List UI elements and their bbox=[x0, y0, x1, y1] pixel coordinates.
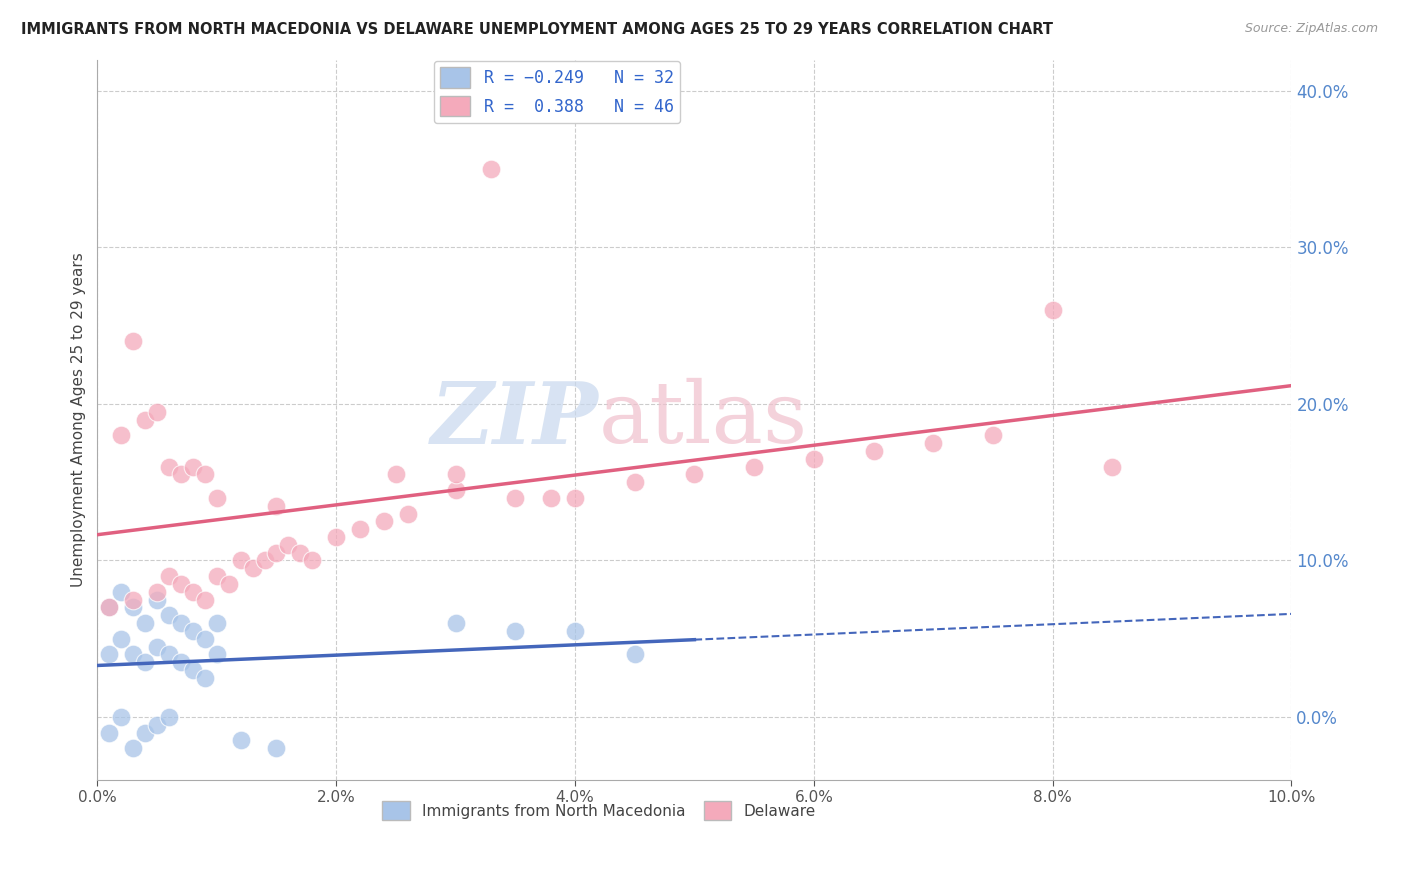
Point bbox=[229, 553, 252, 567]
Point bbox=[540, 491, 562, 505]
Point bbox=[1042, 303, 1064, 318]
Point bbox=[157, 648, 180, 662]
Point bbox=[623, 648, 645, 662]
Point bbox=[266, 499, 288, 513]
Point bbox=[194, 632, 217, 646]
Point bbox=[373, 514, 395, 528]
Point bbox=[623, 475, 645, 490]
Point bbox=[205, 491, 228, 505]
Y-axis label: Unemployment Among Ages 25 to 29 years: Unemployment Among Ages 25 to 29 years bbox=[72, 252, 86, 587]
Point bbox=[146, 592, 169, 607]
Point bbox=[205, 648, 228, 662]
Point bbox=[862, 444, 884, 458]
Point bbox=[157, 608, 180, 623]
Point bbox=[122, 334, 145, 349]
Point bbox=[396, 507, 419, 521]
Point bbox=[146, 640, 169, 654]
Point bbox=[122, 741, 145, 756]
Point bbox=[194, 671, 217, 685]
Point bbox=[266, 546, 288, 560]
Point bbox=[122, 592, 145, 607]
Point bbox=[146, 718, 169, 732]
Text: ZIP: ZIP bbox=[432, 378, 599, 461]
Point bbox=[134, 412, 156, 426]
Point bbox=[194, 592, 217, 607]
Point bbox=[564, 491, 586, 505]
Point bbox=[349, 522, 371, 536]
Point bbox=[157, 459, 180, 474]
Legend: Immigrants from North Macedonia, Delaware: Immigrants from North Macedonia, Delawar… bbox=[375, 795, 821, 826]
Point bbox=[110, 632, 132, 646]
Point bbox=[242, 561, 264, 575]
Point bbox=[170, 467, 193, 482]
Point bbox=[683, 467, 706, 482]
Point bbox=[181, 663, 204, 677]
Point bbox=[444, 616, 467, 631]
Text: atlas: atlas bbox=[599, 378, 808, 461]
Point bbox=[253, 553, 276, 567]
Point bbox=[98, 725, 121, 739]
Point bbox=[98, 648, 121, 662]
Point bbox=[194, 467, 217, 482]
Point bbox=[444, 467, 467, 482]
Point bbox=[157, 569, 180, 583]
Point bbox=[205, 569, 228, 583]
Point bbox=[110, 584, 132, 599]
Point bbox=[134, 616, 156, 631]
Point bbox=[1101, 459, 1123, 474]
Point bbox=[134, 725, 156, 739]
Point bbox=[170, 655, 193, 669]
Point bbox=[181, 624, 204, 638]
Point bbox=[146, 405, 169, 419]
Point bbox=[981, 428, 1004, 442]
Point bbox=[266, 741, 288, 756]
Point bbox=[181, 584, 204, 599]
Point bbox=[98, 600, 121, 615]
Point bbox=[290, 546, 312, 560]
Point bbox=[922, 436, 945, 450]
Point bbox=[481, 162, 503, 177]
Point bbox=[110, 428, 132, 442]
Text: Source: ZipAtlas.com: Source: ZipAtlas.com bbox=[1244, 22, 1378, 36]
Point bbox=[277, 538, 299, 552]
Point bbox=[503, 491, 526, 505]
Point bbox=[170, 577, 193, 591]
Point bbox=[385, 467, 408, 482]
Point bbox=[110, 710, 132, 724]
Point bbox=[170, 616, 193, 631]
Point bbox=[146, 584, 169, 599]
Point bbox=[134, 655, 156, 669]
Point bbox=[742, 459, 765, 474]
Point bbox=[122, 600, 145, 615]
Point bbox=[325, 530, 347, 544]
Point bbox=[181, 459, 204, 474]
Point bbox=[229, 733, 252, 747]
Text: IMMIGRANTS FROM NORTH MACEDONIA VS DELAWARE UNEMPLOYMENT AMONG AGES 25 TO 29 YEA: IMMIGRANTS FROM NORTH MACEDONIA VS DELAW… bbox=[21, 22, 1053, 37]
Point bbox=[157, 710, 180, 724]
Point bbox=[301, 553, 323, 567]
Point bbox=[218, 577, 240, 591]
Point bbox=[564, 624, 586, 638]
Point bbox=[444, 483, 467, 497]
Point bbox=[803, 451, 825, 466]
Point bbox=[503, 624, 526, 638]
Point bbox=[205, 616, 228, 631]
Point bbox=[98, 600, 121, 615]
Point bbox=[122, 648, 145, 662]
